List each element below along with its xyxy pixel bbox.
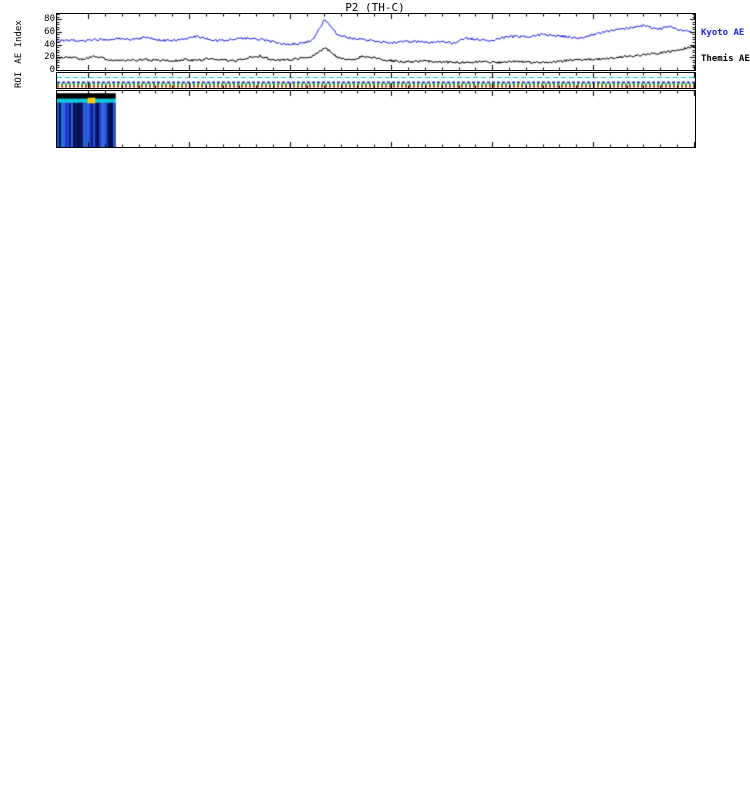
ae-ytick-label: 60 — [44, 26, 55, 37]
roi-plot-canvas — [57, 73, 695, 88]
ae-legend-ThemisAE: Themis AE — [701, 54, 750, 65]
roi-ylabel-main: ROI — [14, 71, 24, 88]
ae-ytick-label: 40 — [44, 39, 55, 50]
ae-plot-canvas — [57, 14, 695, 70]
panel-keogram — [56, 90, 696, 148]
page-title: P2 (TH-C) — [345, 1, 405, 14]
ae-ytick-label: 80 — [44, 14, 55, 25]
ae-ytick-label: 0 — [49, 65, 55, 75]
panel-roi — [56, 72, 696, 89]
keogram-plot-canvas — [57, 91, 695, 147]
ae-ytick-label: 20 — [44, 52, 55, 63]
ae-legend-KyotoAE: Kyoto AE — [701, 28, 745, 38]
panel-ae — [56, 13, 696, 71]
